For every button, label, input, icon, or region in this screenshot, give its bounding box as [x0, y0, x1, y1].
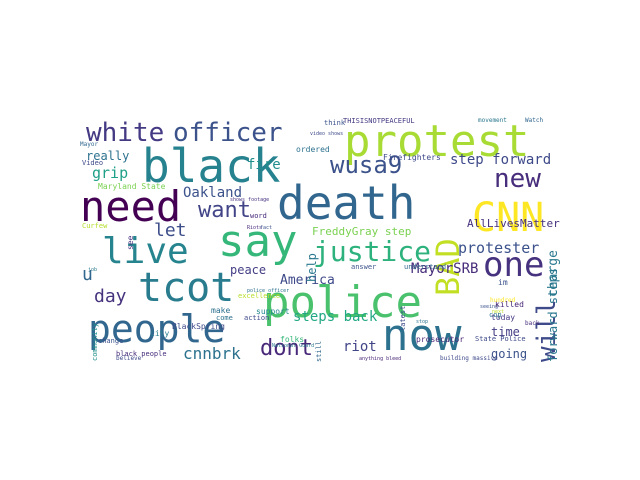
cloud-word: black — [142, 139, 281, 193]
cloud-word: let — [154, 220, 187, 241]
cloud-word: step forward — [450, 152, 552, 168]
cloud-word: folks — [280, 335, 305, 344]
cloud-word: people — [88, 307, 226, 351]
cloud-word: BlackSpring — [172, 322, 225, 331]
cloud-word: need — [80, 182, 182, 231]
cloud-word: answer — [351, 263, 377, 271]
cloud-word: shows footage — [230, 197, 270, 203]
cloud-word: city — [150, 329, 170, 338]
cloud-word: want — [198, 198, 251, 223]
cloud-word: Oakland — [183, 185, 243, 201]
cloud-word: action — [244, 314, 270, 322]
cloud-word: back — [525, 320, 540, 327]
cloud-word: support — [256, 307, 290, 316]
cloud-word: CNN — [472, 195, 545, 241]
cloud-word: police — [263, 277, 422, 328]
cloud-word: anything bleed — [359, 356, 402, 362]
cloud-word: protester — [458, 239, 540, 257]
cloud-word: latest — [399, 305, 407, 331]
cloud-word: hundred — [490, 297, 516, 304]
cloud-word: word — [250, 212, 267, 220]
cloud-word: still — [315, 340, 323, 362]
cloud-word: National Guard — [272, 343, 315, 349]
cloud-word: steps back — [293, 309, 378, 325]
cloud-word: dont — [260, 336, 313, 361]
cloud-word: next — [492, 309, 505, 315]
cloud-word: FreddyGray step — [312, 225, 412, 238]
cloud-word: video shows — [310, 131, 344, 137]
cloud-word: make — [211, 306, 231, 315]
cloud-word: killed — [495, 300, 524, 309]
cloud-word: u — [82, 264, 93, 285]
cloud-word: now — [382, 310, 462, 361]
cloud-word: new — [494, 164, 541, 194]
cloud-word: white — [86, 118, 165, 148]
cloud-word: fact — [260, 225, 273, 231]
cloud-word: im — [498, 278, 508, 287]
cloud-word: death — [277, 176, 416, 230]
cloud-word: really — [86, 149, 130, 163]
cloud-word: THISISNOTPEACEFUL — [343, 117, 415, 125]
cloud-word: America — [280, 273, 335, 288]
cloud-word: stop — [416, 319, 429, 325]
cloud-word: movement — [478, 117, 507, 124]
cloud-word: State Police — [475, 335, 526, 343]
cloud-word: MayorSRB — [411, 261, 479, 277]
cloud-word: Firefighters — [383, 153, 441, 162]
cloud-word: one — [483, 245, 545, 285]
cloud-word: excellence — [238, 292, 281, 300]
cloud-word: AllLivesMatter — [467, 217, 560, 230]
cloud-word: community — [91, 323, 99, 361]
cloud-word: Video — [82, 159, 104, 167]
cloud-word: day — [94, 286, 127, 307]
cloud-word: police officer — [247, 288, 290, 294]
cloud-word: Riots — [247, 225, 263, 231]
cloud-word: understand — [404, 263, 447, 271]
cloud-word: Watch — [525, 117, 544, 124]
cloud-word: cnnbrk — [183, 344, 241, 363]
cloud-word: black people — [116, 350, 167, 358]
cloud-word: protest — [344, 116, 530, 167]
cloud-word: job — [88, 267, 98, 273]
cloud-word: wusa9 — [330, 151, 403, 179]
cloud-word: going — [491, 347, 528, 361]
cloud-word: change — [98, 337, 124, 345]
cloud-word: officer — [173, 118, 283, 148]
cloud-word: today — [491, 313, 516, 322]
cloud-word: building massive — [440, 355, 498, 362]
cloud-word: Mayor — [80, 141, 99, 148]
cloud-word: peace — [230, 263, 267, 277]
cloud-word: help — [305, 253, 319, 282]
cloud-word: forward steps — [546, 268, 560, 362]
cloud-word: ordered — [296, 145, 330, 154]
cloud-word: tcot — [138, 265, 235, 311]
cloud-word: say — [218, 216, 298, 267]
cloud-word: cop — [489, 311, 502, 319]
cloud-word: prosecutor — [416, 335, 465, 344]
cloud-word: justice — [313, 235, 432, 268]
cloud-word: see — [126, 235, 135, 250]
cloud-word: Maryland State — [98, 182, 166, 191]
cloud-word: Curfew — [82, 222, 108, 230]
cloud-word: believe — [116, 355, 142, 362]
word-cloud: police death say protest black need CNN now peop… — [80, 116, 562, 363]
cloud-word: come — [216, 314, 233, 322]
cloud-word: time — [491, 325, 520, 339]
cloud-word: think — [324, 119, 346, 127]
cloud-word: grip — [92, 164, 129, 182]
cloud-word: riot — [343, 339, 377, 355]
cloud-word: seeing — [480, 304, 499, 310]
cloud-word: fire — [247, 157, 281, 173]
cloud-word: live — [102, 231, 189, 272]
